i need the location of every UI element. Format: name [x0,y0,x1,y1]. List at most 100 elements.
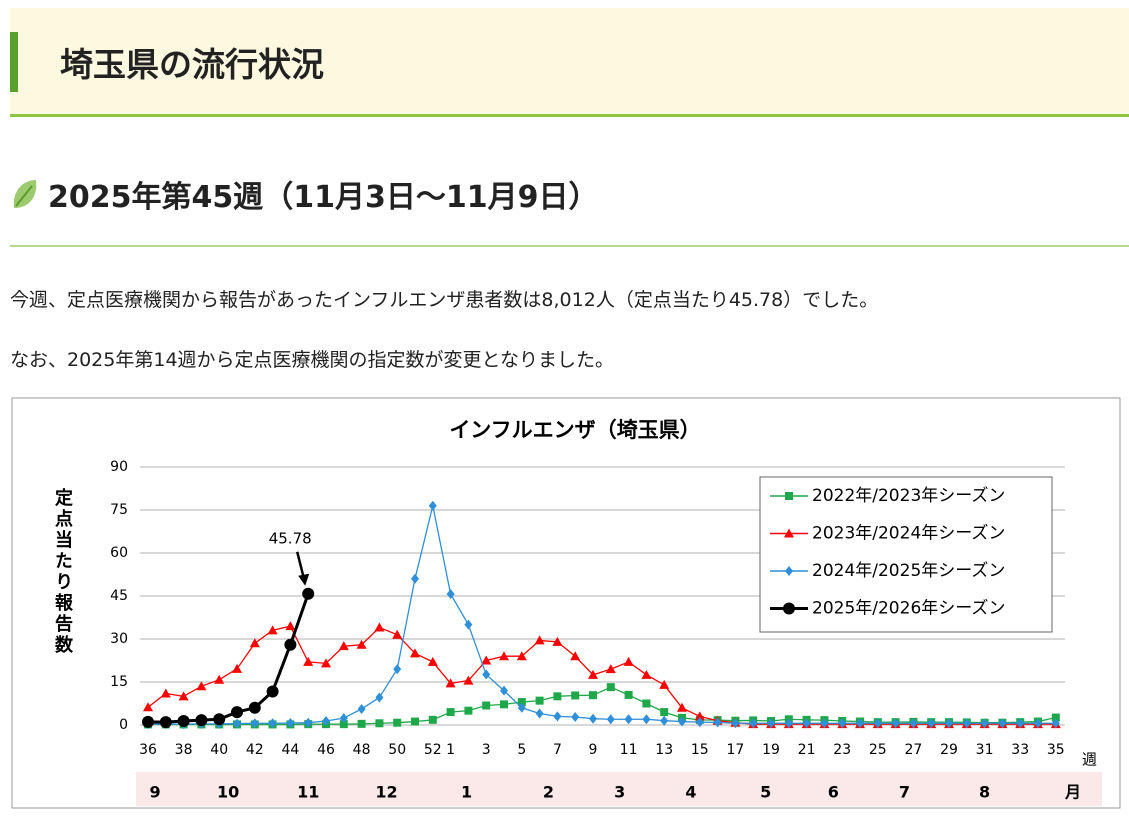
month-label: 12 [375,783,397,802]
x-tick-label: 52 [424,742,442,758]
marker [143,702,153,712]
series-line [148,505,1056,725]
y-tick-label: 90 [110,459,128,475]
series [144,500,1060,730]
marker [516,651,527,661]
marker [571,711,580,722]
month-label: 9 [150,783,161,802]
y-tick-label: 60 [110,545,128,561]
marker [962,718,971,729]
y-tick-label: 30 [110,631,128,647]
x-tick-label: 21 [798,742,816,758]
marker [802,718,811,729]
leaf-icon [13,180,37,208]
legend-label: 2025年/2026年シーズン [812,599,1005,619]
marker [322,715,330,726]
marker [482,701,491,710]
x-tick-label: 40 [210,742,228,758]
marker [534,635,545,645]
month-label: 1 [461,783,472,802]
marker [339,713,348,724]
marker [980,718,989,729]
marker [159,716,172,729]
x-tick-label: 50 [388,742,406,758]
marker [589,691,597,700]
x-tick-label: 27 [904,742,922,758]
legend-label: 2024年/2025年シーズン [812,561,1005,581]
marker [338,641,349,651]
heading-rule [10,245,1129,247]
x-tick-label: 5 [517,742,526,758]
marker [268,718,277,729]
legend-label: 2022年/2023年シーズン [812,486,1005,506]
marker [374,622,385,632]
marker [178,691,189,701]
marker [641,669,652,679]
marker [233,718,241,729]
marker [873,718,882,729]
month-label: 5 [760,783,771,802]
x-tick-label: 44 [281,742,299,758]
marker [446,708,455,717]
paragraph: 今週、定点医療機関から報告があったインフルエンザ患者数は8,012人（定点当たり… [10,289,879,311]
marker [249,638,260,648]
marker [694,711,705,721]
month-label: 4 [685,783,696,802]
marker [446,588,455,599]
marker [998,718,1007,729]
marker [285,621,296,631]
marker [445,678,456,688]
x-tick-label: 38 [175,742,193,758]
month-label: 7 [899,783,910,802]
marker [393,664,402,675]
x-tick-label: 35 [1047,742,1065,758]
marker [660,708,669,717]
x-tick-label: 9 [589,742,598,758]
marker [553,692,562,701]
month-label: 2 [543,783,554,802]
marker [749,718,758,729]
marker [357,719,366,728]
marker [589,713,597,724]
marker [660,715,669,726]
x-tick-label: 36 [139,742,157,758]
series-line [147,593,310,724]
y-axis-label: 定点当たり報告数 [52,488,73,656]
month-label: 3 [614,783,625,802]
series [142,587,315,729]
marker [642,714,651,725]
marker [142,715,154,728]
marker [1034,718,1042,729]
x-tick-label: 29 [940,742,958,758]
marker [428,500,437,511]
marker [410,648,420,658]
marker [375,692,384,703]
legend-marker [785,492,793,500]
marker [463,675,474,685]
annotation: 45.78 [269,529,312,547]
marker [678,716,686,727]
marker [677,702,687,712]
marker [820,718,829,729]
x-tick-label: 15 [691,742,709,758]
marker [535,696,544,705]
marker [500,685,508,696]
marker [605,664,616,674]
marker [321,658,331,668]
marker [535,708,544,719]
paragraph: なお、2025年第14週から定点医療機関の指定数が変更となりました。 [10,349,614,371]
x-tick-label: 25 [869,742,887,758]
marker [393,718,402,727]
marker [784,718,793,729]
marker [250,718,259,729]
marker [731,718,740,729]
marker [160,688,171,698]
marker [571,691,580,700]
x-axis-unit: 週 [1082,751,1097,769]
section-heading: 2025年第45週（11月3日～11月9日） [48,180,599,215]
x-tick-label: 31 [976,742,994,758]
marker [464,706,473,715]
marker [481,655,492,665]
legend-label: 2023年/2024年シーズン [812,524,1005,544]
x-tick-label: 13 [655,742,673,758]
